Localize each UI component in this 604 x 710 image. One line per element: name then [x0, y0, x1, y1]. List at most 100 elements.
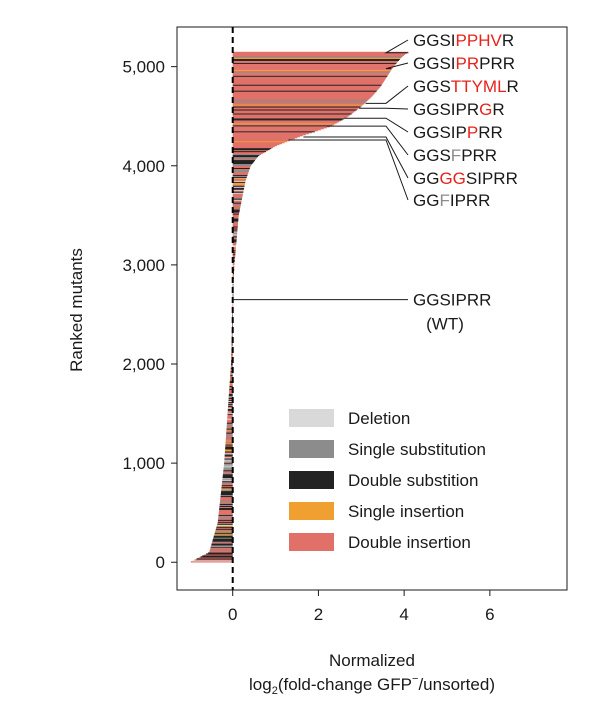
mutant-bar — [232, 159, 255, 162]
annotation-label: GGSIPPRR — [413, 123, 503, 142]
mutant-bar — [232, 193, 243, 195]
mutant-bar — [232, 228, 238, 230]
mutant-bar — [232, 262, 235, 265]
legend-swatch — [289, 502, 334, 520]
mutant-bar — [228, 397, 233, 399]
mutant-bar — [232, 150, 267, 153]
annotation-leader-line — [384, 39, 409, 54]
mutant-bar — [229, 386, 233, 389]
mutant-bar — [232, 109, 357, 111]
mutant-bar — [232, 221, 239, 223]
annotation-label-segment: F — [451, 146, 461, 165]
mutant-bar — [232, 54, 404, 56]
mutant-bar — [232, 119, 343, 121]
annotation-label-segment: R — [507, 77, 519, 96]
legend-swatch — [289, 471, 334, 489]
annotation-label-segment: R — [502, 31, 514, 50]
annotation-label-segment: GG — [413, 169, 439, 188]
mutant-bar — [219, 506, 233, 508]
mutant-bar — [232, 304, 234, 306]
mutant-bar — [221, 490, 233, 493]
mutant-bar — [219, 509, 233, 511]
mutant-bar — [232, 312, 233, 314]
mutant-bar — [232, 128, 324, 130]
mutant-bar — [231, 363, 233, 365]
mutant-bar — [232, 239, 237, 241]
mutant-bar — [230, 364, 233, 367]
mutant-bar — [222, 481, 233, 484]
mutant-bar — [232, 196, 243, 198]
mutant-bar — [220, 499, 233, 502]
mutant-bar — [215, 531, 233, 533]
mutant-bar — [232, 214, 239, 216]
mutant-bar — [232, 190, 244, 192]
mutant-bar — [232, 113, 352, 115]
annotation-label-segment: GGS — [413, 77, 451, 96]
annotation-label-segment: RR — [478, 123, 503, 142]
mutant-bar — [232, 220, 239, 222]
mutant-bar — [232, 135, 303, 137]
mutant-bar — [220, 492, 233, 495]
mutant-bar — [219, 502, 233, 505]
mutant-bar — [216, 526, 233, 528]
mutant-bar — [227, 411, 233, 413]
mutant-bar — [231, 335, 233, 337]
mutant-bar — [225, 440, 233, 442]
mutant-bar — [232, 83, 383, 85]
mutant-bar — [227, 416, 233, 418]
mutant-bar — [232, 67, 393, 69]
x-axis-label-line1: Normalized — [329, 651, 415, 670]
mutant-bar — [232, 246, 237, 248]
mutant-bar — [232, 191, 244, 193]
mutant-bar — [221, 488, 233, 491]
mutant-bar — [228, 394, 233, 396]
mutant-bar — [232, 132, 312, 134]
mutant-bar — [232, 283, 234, 285]
mutant-bar — [213, 537, 233, 539]
mutant-bar — [232, 238, 237, 240]
mutant-bar — [232, 116, 348, 118]
mutant-bar — [225, 438, 233, 440]
y-tick-label: 4,000 — [122, 157, 165, 176]
mutant-bar — [228, 393, 233, 395]
mutant-bar — [204, 554, 233, 556]
mutant-bar — [222, 480, 233, 483]
mutant-bar — [232, 243, 237, 245]
mutant-bar — [232, 206, 241, 208]
mutant-bar — [232, 97, 371, 99]
mutant-bar — [229, 381, 233, 384]
mutant-bar — [232, 106, 361, 108]
mutant-bar — [231, 345, 233, 347]
mutant-bar — [227, 413, 233, 415]
mutant-bar — [232, 219, 239, 221]
mutant-bar — [232, 273, 234, 276]
mutant-bar — [232, 222, 239, 224]
mutant-bar — [219, 501, 233, 504]
mutant-bar — [232, 148, 270, 151]
mutant-bar — [218, 515, 233, 517]
mutant-bar — [232, 122, 338, 124]
mutant-bar — [232, 134, 306, 136]
mutant-bar — [232, 247, 236, 249]
x-axis-label-subscript: 2 — [272, 685, 278, 697]
mutant-bar — [232, 272, 235, 275]
mutant-bar — [232, 171, 249, 173]
mutant-bar — [232, 82, 383, 84]
mutant-bar — [211, 542, 233, 544]
mutant-bar — [229, 380, 233, 383]
mutant-bar — [228, 396, 233, 398]
mutant-bar — [232, 178, 247, 180]
mutant-bar — [232, 194, 243, 196]
mutant-bar — [232, 255, 236, 258]
mutant-bar — [232, 141, 285, 144]
mutant-bar — [232, 72, 390, 74]
annotation-label: GGSIPRGR — [413, 100, 505, 119]
mutant-bar — [232, 64, 395, 66]
mutant-bar — [198, 557, 233, 559]
annotation-label-segment: GGSI — [413, 31, 456, 50]
mutant-bar — [232, 149, 268, 152]
mutant-bar — [226, 428, 233, 430]
mutant-bar — [225, 445, 233, 447]
mutant-bar — [232, 253, 236, 256]
mutant-bar — [232, 75, 388, 77]
